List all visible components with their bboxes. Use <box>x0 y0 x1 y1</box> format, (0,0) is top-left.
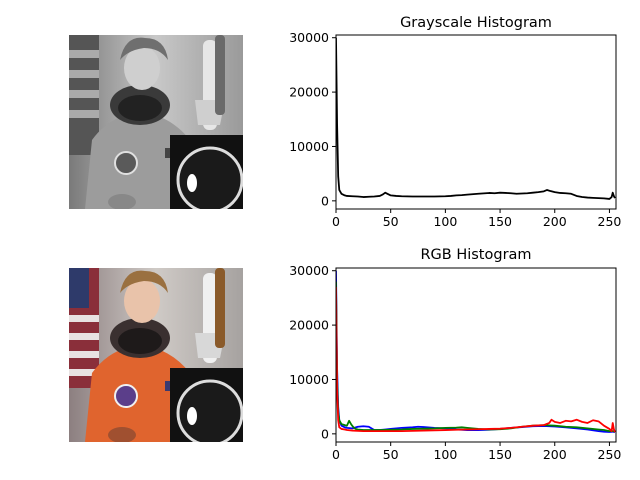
x-tick-label: 250 <box>598 447 622 462</box>
y-tick-label: 10000 <box>289 139 329 154</box>
series-line-0 <box>336 270 616 434</box>
x-tick-label: 0 <box>332 214 340 229</box>
series-line-0 <box>336 37 616 200</box>
x-tick-label: 150 <box>488 214 512 229</box>
x-tick-label: 200 <box>543 214 567 229</box>
chart-title: RGB Histogram <box>420 247 531 263</box>
y-tick-label: 0 <box>321 426 329 441</box>
plot-frame <box>335 267 617 443</box>
y-tick-label: 30000 <box>289 30 329 45</box>
y-tick-label: 0 <box>321 193 329 208</box>
rgb-histogram-axes: RGB Histogram 0 50 100 150 200 250 0 10000 20000… <box>289 247 621 462</box>
x-tick-label: 0 <box>332 447 340 462</box>
y-tick-label: 10000 <box>289 372 329 387</box>
x-tick-label: 100 <box>433 214 457 229</box>
series-line-2 <box>336 287 616 433</box>
x-tick-label: 50 <box>383 214 399 229</box>
x-tick-label: 50 <box>383 447 399 462</box>
grayscale-image <box>69 35 243 209</box>
x-tick-label: 100 <box>433 447 457 462</box>
series-line-1 <box>336 281 616 433</box>
grayscale-histogram-axes: Grayscale Histogram 0 50 100 150 200 250 0 1000… <box>289 15 621 229</box>
plot-frame <box>335 34 617 210</box>
y-tick-label: 30000 <box>289 263 329 278</box>
x-tick-label: 250 <box>598 214 622 229</box>
chart-title: Grayscale Histogram <box>400 15 552 31</box>
x-tick-label: 150 <box>488 447 512 462</box>
x-tick-label: 200 <box>543 447 567 462</box>
y-tick-label: 20000 <box>289 318 329 333</box>
y-tick-label: 20000 <box>289 85 329 100</box>
rgb-image <box>69 268 243 442</box>
